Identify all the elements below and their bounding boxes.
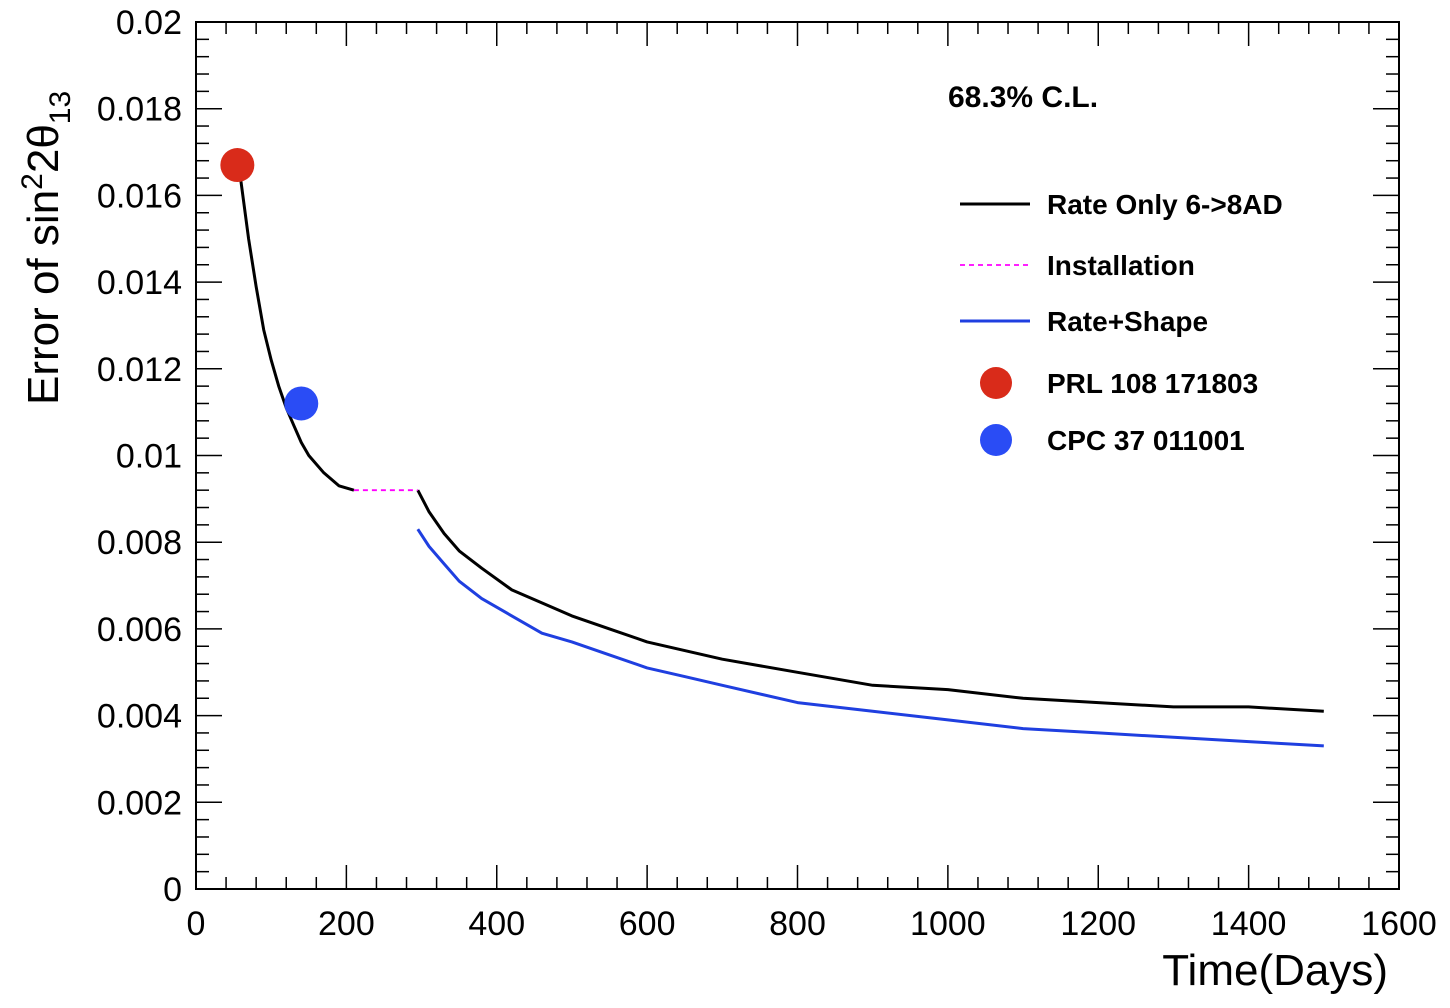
series-line-rate-shape [416,528,1324,748]
y-axis-title-sub: 13 [44,91,77,124]
y-tick-label: 0.02 [116,4,182,42]
legend-label-installation: Installation [1047,250,1195,281]
x-tick-label: 600 [619,905,676,943]
y-axis-title: Error of sin22θ13 [16,91,77,405]
plot-frame [195,21,1400,890]
y-tick-label: 0.002 [97,784,182,822]
point-cpc-37-011001 [284,386,319,421]
y-tick-label: 0.016 [97,177,182,215]
x-tick-label: 400 [468,905,525,943]
y-tick-label: 0.006 [97,611,182,649]
x-axis-title: Time(Days) [1162,946,1388,995]
x-tick-label: 1400 [1211,905,1287,943]
axis-ticks [195,21,1400,890]
legend-marker-cpc-37-011001 [980,424,1012,456]
series-layer [235,160,1324,748]
series-line-rate-only-6-8ad [235,160,355,492]
legend: Rate Only 6->8AD Installation Rate+Shape PR… [960,189,1283,456]
y-tick-label: 0.012 [97,351,182,389]
y-axis-title-base: Error of sin [19,190,68,405]
y-tick-label: 0.008 [97,524,182,562]
x-tick-label: 1200 [1060,905,1136,943]
y-tick-label: 0.014 [97,264,182,302]
y-axis-title-sup: 2 [16,173,49,190]
legend-marker-prl-108-171803 [980,367,1012,399]
legend-label-rate-only-6-8ad: Rate Only 6->8AD [1047,189,1283,220]
y-tick-label: 0.018 [97,91,182,129]
legend-label-prl-108-171803: PRL 108 171803 [1047,368,1258,399]
x-tick-label: 200 [318,905,375,943]
x-tick-label: 1600 [1361,905,1437,943]
x-tick-label: 0 [187,905,206,943]
confidence-level-annotation: 68.3% C.L. [948,81,1098,114]
point-prl-108-171803 [220,148,255,183]
legend-label-cpc-37-011001: CPC 37 011001 [1047,425,1245,456]
tick-labels: 0 200 400 600 800 1000 1200 1400 1600 0 0.002 0.004… [97,4,1437,943]
series-line-rate-only-6-8ad [416,489,1324,713]
x-tick-label: 800 [769,905,826,943]
measurement-points [220,148,319,421]
y-tick-label: 0.01 [116,438,182,476]
y-tick-label: 0.004 [97,698,182,736]
x-tick-label: 1000 [910,905,986,943]
y-axis-title-mid: 2θ [19,124,68,173]
y-tick-label: 0 [163,871,182,909]
legend-label-rate-shape: Rate+Shape [1047,306,1208,337]
